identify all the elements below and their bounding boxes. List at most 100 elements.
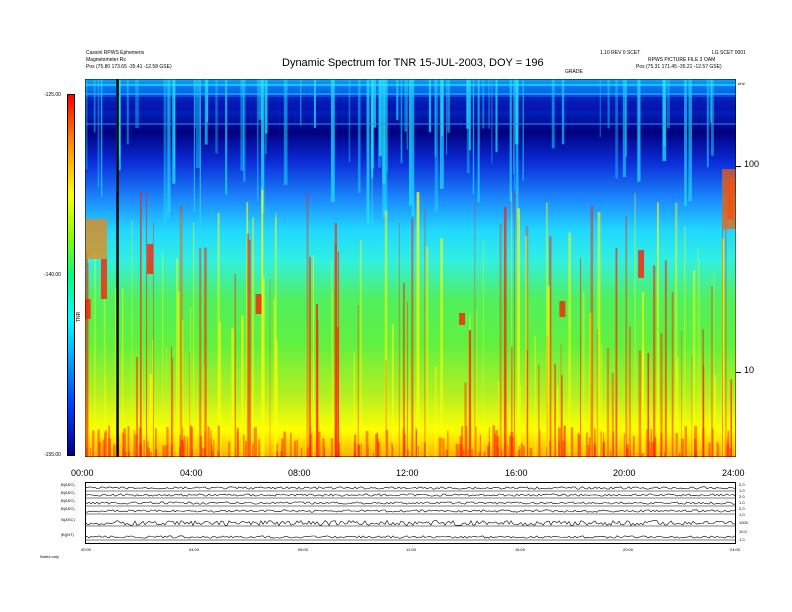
y-tick-mark-100	[736, 166, 741, 167]
cyan-streak	[447, 79, 450, 133]
burst-streak	[241, 315, 244, 457]
colorbar-label: TNR	[76, 311, 82, 322]
cyan-streak	[118, 79, 121, 158]
bottom-burst	[253, 427, 256, 457]
burst-streak	[252, 217, 255, 457]
bottom-burst	[623, 433, 625, 457]
burst-streak	[606, 348, 610, 457]
bottom-burst	[483, 451, 486, 457]
cyan-streak	[406, 79, 408, 150]
cyan-streak	[366, 79, 370, 225]
burst-streak	[171, 346, 173, 457]
cyan-streak	[495, 79, 498, 152]
cyan-streak	[100, 79, 103, 197]
lower-x-tick-0: 00:00	[81, 547, 92, 552]
cyan-streak	[373, 79, 377, 128]
burst-streak	[331, 261, 333, 457]
cyan-streak	[166, 79, 170, 218]
cyan-streak	[204, 79, 208, 145]
bottom-burst	[594, 428, 596, 457]
cyan-streak	[607, 79, 610, 129]
colorbar-tick-mid: -140.00	[44, 272, 61, 278]
bottom-burst	[646, 429, 648, 457]
cyan-streak	[260, 79, 265, 214]
bottom-burst	[377, 441, 381, 457]
burst-streak	[664, 260, 667, 457]
cyan-streak	[482, 79, 485, 129]
cyan-streak	[163, 79, 166, 225]
bottom-burst	[660, 432, 663, 457]
cyan-streak	[378, 79, 383, 157]
bottom-burst	[102, 439, 106, 457]
bottom-burst	[630, 450, 632, 457]
bottom-burst	[166, 427, 169, 457]
cyan-streak	[513, 79, 516, 194]
bottom-burst	[122, 432, 124, 457]
bottom-burst	[593, 443, 596, 457]
bottom-burst	[392, 446, 394, 457]
cyan-streak	[172, 79, 176, 184]
cyan-streak	[428, 79, 432, 133]
bottom-burst	[570, 427, 574, 457]
bottom-burst	[367, 446, 369, 457]
burst-streak	[306, 193, 309, 457]
bottom-burst	[678, 452, 681, 457]
burst-streak	[391, 324, 394, 457]
burst-streak	[189, 352, 191, 457]
bottom-burst	[461, 426, 464, 457]
burst-streak	[178, 291, 180, 457]
cyan-streak	[93, 79, 96, 133]
burst-streak	[407, 301, 408, 457]
bottom-burst	[186, 437, 189, 457]
burst-streak	[560, 343, 562, 457]
bottom-burst	[471, 449, 473, 457]
bottom-burst	[199, 435, 203, 457]
burst-streak	[702, 329, 704, 457]
cyan-streak	[599, 79, 602, 138]
lower-trace	[85, 493, 736, 497]
burst-streak	[657, 202, 659, 457]
header-right-line3: RPWS PICTURE FILE 3 OAM	[648, 57, 716, 63]
burst-streak	[269, 279, 271, 457]
cyan-streak	[446, 79, 448, 155]
burst-streak	[440, 238, 443, 457]
bottom-burst	[693, 452, 697, 457]
cyan-streak	[283, 79, 288, 185]
bottom-burst	[479, 434, 481, 457]
bottom-burst	[143, 440, 145, 457]
burst-streak	[247, 233, 250, 457]
burst-streak	[425, 246, 429, 457]
cyan-streak	[348, 79, 351, 162]
burst-streak	[105, 376, 106, 457]
burst-streak	[175, 258, 179, 457]
burst-streak	[538, 365, 540, 457]
lower-trace	[85, 535, 736, 539]
burst-streak	[424, 209, 426, 457]
cyan-streak	[135, 79, 139, 129]
bottom-burst	[296, 439, 298, 457]
cyan-streak	[551, 79, 555, 149]
lower-trace	[85, 509, 736, 513]
bottom-burst	[417, 445, 420, 457]
bottom-burst	[694, 438, 697, 457]
bottom-burst	[236, 427, 239, 457]
burst-streak	[519, 384, 521, 457]
burst-streak	[385, 360, 387, 457]
cyan-streak	[662, 79, 667, 162]
cyan-streak	[215, 79, 218, 154]
bottom-burst	[587, 444, 590, 457]
x-tick-0: 00:00	[71, 468, 94, 478]
bottom-burst	[258, 439, 260, 457]
colorbar	[67, 94, 75, 456]
bottom-burst	[711, 428, 714, 457]
bottom-burst	[675, 433, 678, 457]
cyan-streak	[408, 79, 413, 206]
burst-streak	[136, 357, 138, 457]
burst-streak	[152, 340, 154, 457]
y-tick-mark-10	[736, 372, 741, 373]
burst-streak	[312, 255, 314, 457]
burst-streak	[482, 239, 484, 457]
burst-streak	[625, 215, 628, 457]
cyan-streak	[167, 79, 172, 213]
top-row	[85, 93, 736, 95]
